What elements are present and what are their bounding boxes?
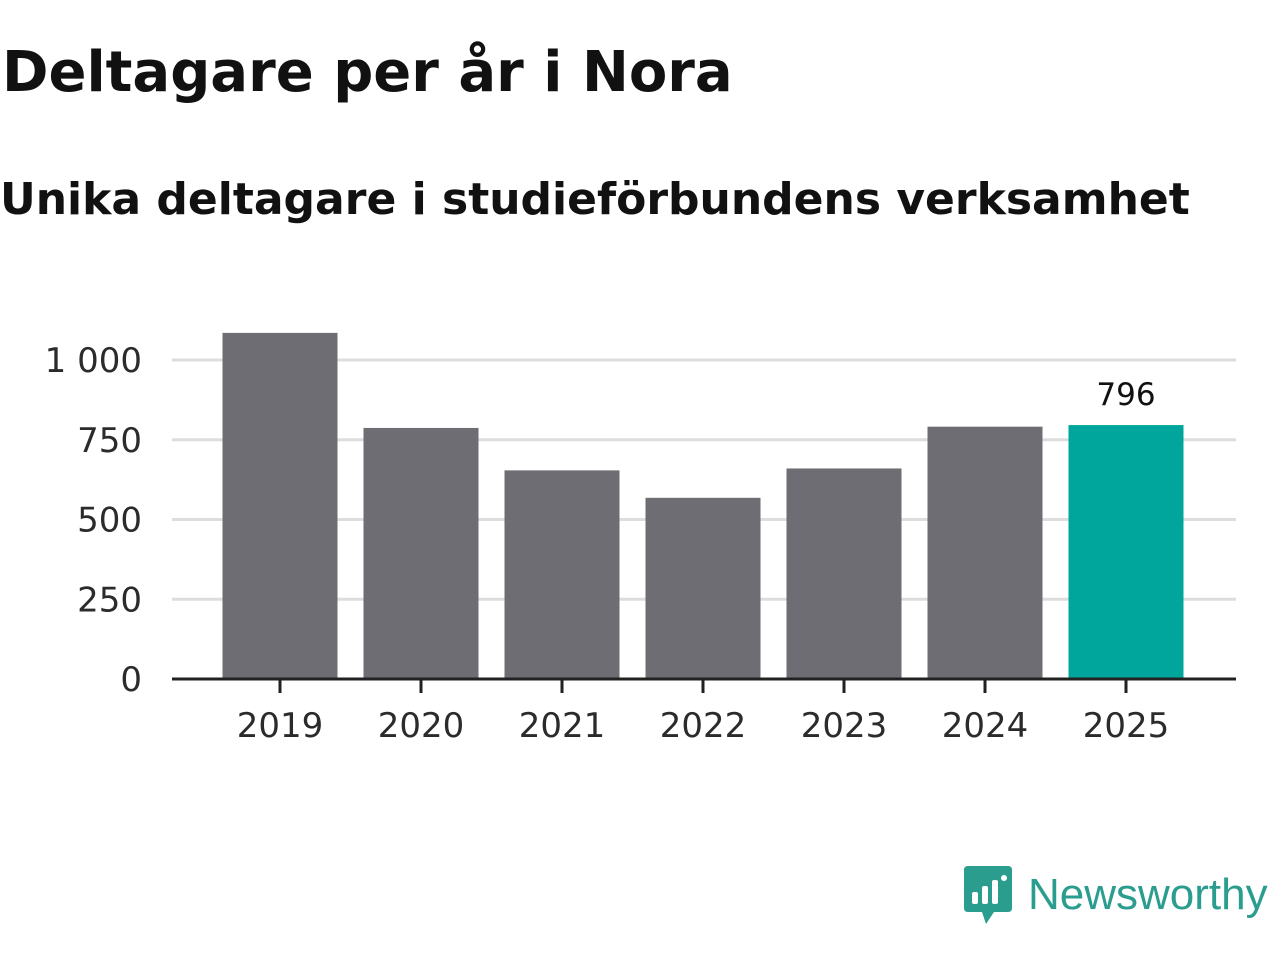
x-tick-label: 2023 <box>801 706 888 746</box>
bars <box>222 332 1184 679</box>
x-tick-label: 2020 <box>378 706 465 746</box>
newsworthy-logo-icon <box>964 866 1012 924</box>
bar-2024 <box>927 426 1043 679</box>
x-tick-label: 2019 <box>237 706 324 746</box>
brand-logo: Newsworthy <box>962 862 1268 928</box>
y-tick-label: 250 <box>77 580 142 620</box>
y-tick-label: 0 <box>120 660 142 700</box>
bar-2020 <box>363 427 479 679</box>
y-tick-label: 500 <box>77 501 142 541</box>
x-tick-label: 2021 <box>519 706 606 746</box>
bar-chart: 0 250 500 750 1 000 2019 2020 2021 2022 2023 2024 2… <box>45 332 1236 746</box>
bar-2023 <box>786 468 902 679</box>
labels: 0 250 500 750 1 000 2019 2020 2021 2022 2023 2024 2… <box>45 341 1170 746</box>
x-tick-label: 2022 <box>660 706 747 746</box>
y-tick-label: 750 <box>77 421 142 461</box>
chart-title: Deltagare per år i Nora <box>2 40 733 105</box>
bar-2021 <box>504 470 620 679</box>
data-label: 796 <box>1096 377 1155 413</box>
x-tick-label: 2024 <box>942 706 1029 746</box>
bar-2025 <box>1068 425 1184 679</box>
bar-2022 <box>645 497 761 679</box>
axes <box>172 677 1236 693</box>
x-tick-label: 2025 <box>1083 706 1170 746</box>
bar-2019 <box>222 332 338 679</box>
y-tick-label: 1 000 <box>45 341 142 381</box>
chart-subtitle: Unika deltagare i studieförbundens verks… <box>0 174 1190 225</box>
brand-name: Newsworthy <box>1028 870 1268 919</box>
